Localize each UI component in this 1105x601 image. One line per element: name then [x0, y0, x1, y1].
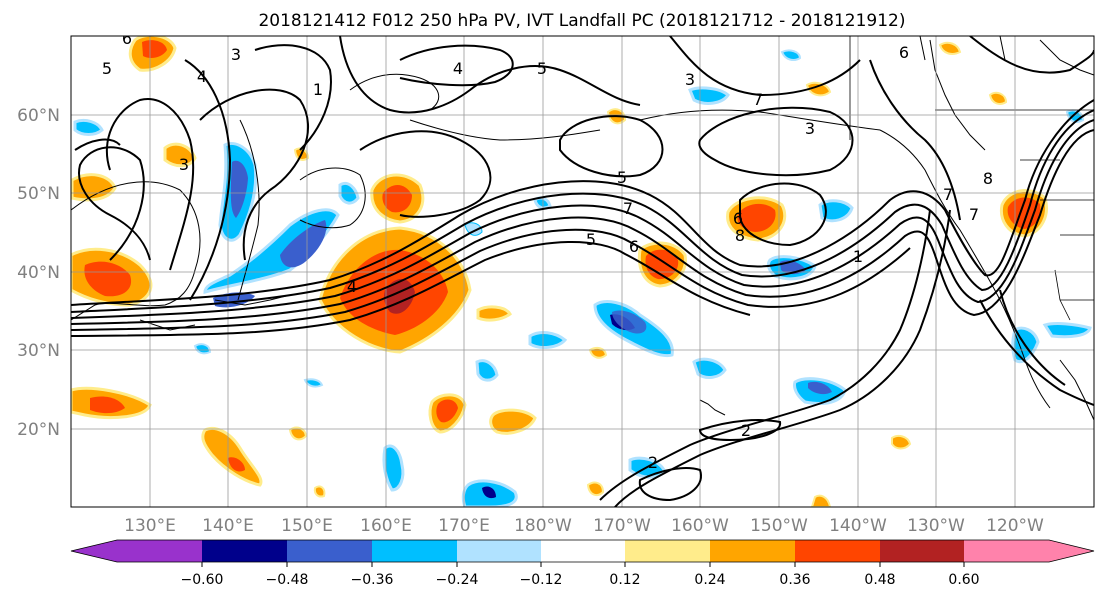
contour-label: 3	[179, 155, 189, 174]
lon-label: 160°W	[671, 516, 729, 536]
contour-label: 5	[537, 59, 547, 78]
contour-label: 8	[983, 169, 993, 188]
colorbar-segment	[964, 540, 1049, 562]
contour-label: 1	[313, 80, 323, 99]
lon-label: 170°E	[438, 516, 490, 536]
contour-label: 4	[453, 59, 463, 78]
colorbar-tick-label: 0.48	[864, 572, 895, 588]
colorbar-segment	[71, 540, 117, 562]
contour-label: 3	[231, 45, 241, 64]
map-frame	[70, 35, 1095, 508]
colorbar-tick-label: −0.12	[520, 572, 563, 588]
colorbar-tick-label: 0.60	[948, 572, 979, 588]
colorbar-segment	[625, 540, 710, 562]
lon-label: 170°W	[593, 516, 651, 536]
lon-label: 140°W	[829, 516, 887, 536]
colorbar-segment	[541, 540, 625, 562]
colorbar-segment	[710, 540, 795, 562]
colorbar-segment	[457, 540, 541, 562]
lon-label: 120°W	[986, 516, 1044, 536]
contour-label: 6	[899, 43, 909, 62]
colorbar-outline	[70, 539, 1095, 563]
colorbar-segment	[795, 540, 880, 562]
contour-label: 5	[102, 59, 112, 78]
contour-label: 5	[586, 230, 596, 249]
coastlines	[71, 36, 1094, 421]
lat-label: 30°N	[17, 341, 60, 361]
latitude-labels: 60°N 50°N 40°N 30°N 20°N	[17, 106, 60, 440]
contour-label: 4	[197, 67, 207, 86]
colorbar-segment	[117, 540, 202, 562]
contour-label: 7	[969, 205, 979, 224]
lat-label: 40°N	[17, 263, 60, 283]
colorbar-tick-label: 0.24	[694, 572, 725, 588]
contour-label: 7	[753, 90, 763, 109]
contour-label: 3	[685, 70, 695, 89]
colorbar-tick-label: −0.48	[266, 572, 309, 588]
lon-label: 160°E	[360, 516, 412, 536]
lon-label: 140°E	[202, 516, 254, 536]
contour-label: 7	[943, 185, 953, 204]
map-panel: 5 4 3 1 4 5 7 3 5 7 6 5 6 8 7 3 1 7 8 6	[70, 29, 1095, 508]
lon-label: 180°W	[514, 516, 572, 536]
colorbar-segment	[202, 540, 287, 562]
longitude-labels: 130°E 140°E 150°E 160°E 170°E 180°W 170°…	[124, 516, 1044, 536]
ivt-contours	[71, 36, 1094, 507]
map-title: 2018121412 F012 250 hPa PV, IVT Landfall…	[258, 11, 905, 31]
colorbar-segment	[372, 540, 457, 562]
colorbar-segment	[1049, 540, 1094, 562]
contour-label: 6	[629, 237, 639, 256]
colorbar-ticks	[201, 562, 965, 567]
pv-anomaly-shading	[71, 36, 1092, 507]
colorbar-segment	[287, 540, 372, 562]
colorbar-tick-label: 0.12	[609, 572, 640, 588]
lat-label: 50°N	[17, 184, 60, 204]
lat-label: 20°N	[17, 420, 60, 440]
contour-label: 7	[623, 199, 633, 218]
lat-label: 60°N	[17, 106, 60, 126]
lon-label: 150°W	[750, 516, 808, 536]
colorbar-tick-label: −0.24	[436, 572, 479, 588]
contour-label: 1	[853, 247, 863, 266]
contour-label: 5	[617, 168, 627, 187]
lon-label: 130°E	[124, 516, 176, 536]
contour-label: 3	[805, 119, 815, 138]
contour-label: 8	[735, 226, 745, 245]
contour-label: 2	[741, 421, 751, 440]
colorbar-segment	[880, 540, 964, 562]
colorbar: −0.60 −0.48 −0.36 −0.24 −0.12 0.12 0.24 …	[70, 539, 1095, 588]
lon-label: 130°W	[907, 516, 965, 536]
colorbar-tick-label: −0.36	[351, 572, 394, 588]
colorbar-tick-label: 0.36	[779, 572, 810, 588]
contour-label: 2	[648, 453, 658, 472]
contour-labels: 5 4 3 1 4 5 7 3 5 7 6 5 6 8 7 3 1 7 8 6	[102, 29, 993, 472]
contour-label: 6	[122, 29, 132, 48]
contour-label: 6	[733, 209, 743, 228]
contour-label: 4	[347, 277, 357, 296]
lon-label: 150°E	[281, 516, 333, 536]
colorbar-tick-label: −0.60	[181, 572, 224, 588]
